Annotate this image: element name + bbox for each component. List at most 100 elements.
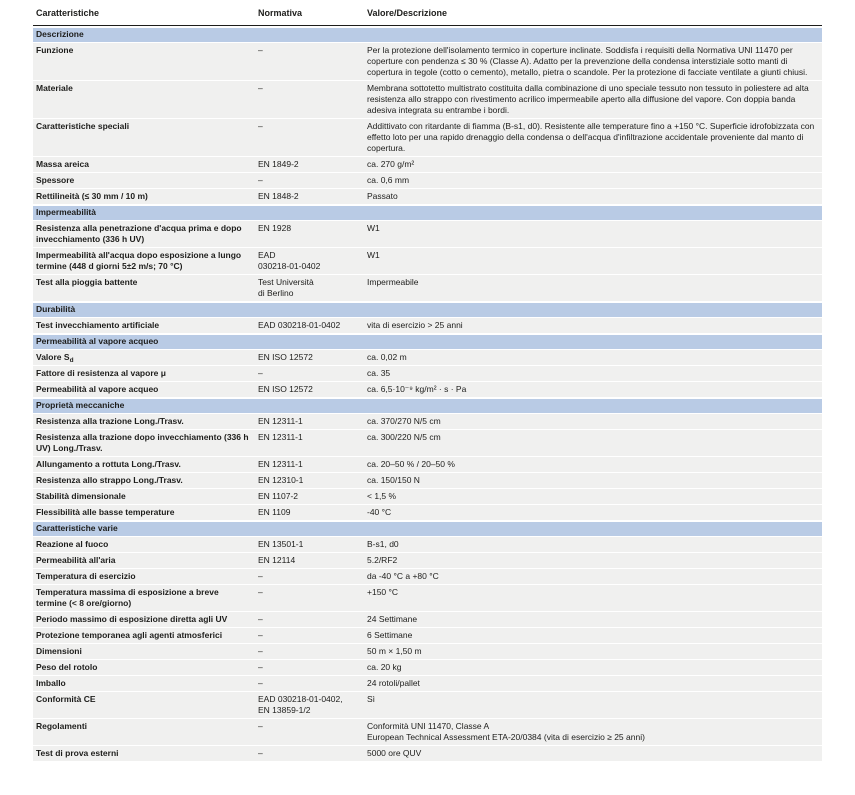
characteristic-cell: Regolamenti <box>36 721 88 731</box>
table-row: Test invecchiamento artificiale EAD 0302… <box>33 318 822 333</box>
characteristic-cell: Stabilità dimensionale <box>36 491 126 501</box>
spec-table: Caratteristiche Normativa Valore/Descriz… <box>33 3 822 761</box>
characteristic-cell: Impermeabilità all'acqua dopo esposizion… <box>36 250 242 271</box>
normativa-cell: Test Università di Berlino <box>258 277 314 298</box>
characteristic-cell: Temperatura di esercizio <box>36 571 136 581</box>
section-header-row: Proprietà meccaniche <box>33 399 822 413</box>
normativa-cell: EN 12114 <box>258 555 296 565</box>
characteristic-cell: Test di prova esterni <box>36 748 119 758</box>
normativa-cell: – <box>258 678 263 688</box>
section-title: Caratteristiche varie <box>36 523 118 533</box>
value-cell: vita di esercizio > 25 anni <box>367 320 463 330</box>
normativa-cell: – <box>258 721 263 731</box>
characteristic-cell: Resistenza alla trazione dopo invecchiam… <box>36 432 249 453</box>
table-row: Resistenza alla trazione Long./Trasv. EN… <box>33 414 822 429</box>
table-row: Peso del rotolo – ca. 20 kg <box>33 660 822 675</box>
value-cell: ca. 35 <box>367 368 391 378</box>
normativa-cell: EN ISO 12572 <box>258 384 313 394</box>
value-cell: 5000 ore QUV <box>367 748 422 758</box>
table-body: Descrizione Funzione – Per la protezione… <box>33 28 822 761</box>
table-row: Flessibilità alle basse temperature EN 1… <box>33 505 822 520</box>
normativa-cell: – <box>258 571 263 581</box>
characteristic-cell: Dimensioni <box>36 646 82 656</box>
normativa-cell: EAD 030218-01-0402, EN 13859-1/2 <box>258 694 343 715</box>
table-row: Allungamento a rottuta Long./Trasv. EN 1… <box>33 457 822 472</box>
table-row: Permeabilità al vapore acqueo EN ISO 125… <box>33 382 822 397</box>
normativa-cell: – <box>258 748 263 758</box>
value-cell: Membrana sottotetto multistrato costitui… <box>367 83 809 115</box>
table-row: Protezione temporanea agli agenti atmosf… <box>33 628 822 643</box>
section-header-row: Impermeabilità <box>33 206 822 220</box>
section-title: Descrizione <box>36 29 84 39</box>
table-row: Regolamenti – Conformità UNI 11470, Clas… <box>33 719 822 745</box>
characteristic-cell: Resistenza alla penetrazione d'acqua pri… <box>36 223 242 244</box>
value-cell: +150 °C <box>367 587 399 597</box>
value-cell: ca. 150/150 N <box>367 475 420 485</box>
characteristic-cell: Caratteristiche speciali <box>36 121 130 131</box>
value-cell: Per la protezione dell'isolamento termic… <box>367 45 808 77</box>
characteristic-cell: Fattore di resistenza al vapore μ <box>36 368 166 378</box>
characteristic-cell: Funzione <box>36 45 74 55</box>
value-cell: ca. 270 g/m² <box>367 159 415 169</box>
characteristic-cell: Flessibilità alle basse temperature <box>36 507 175 517</box>
normativa-cell: EAD 030218-01-0402 <box>258 250 321 271</box>
characteristic-cell: Allungamento a rottuta Long./Trasv. <box>36 459 181 469</box>
normativa-cell: EN ISO 12572 <box>258 352 313 362</box>
table-row: Valore Sd EN ISO 12572 ca. 0,02 m <box>33 350 822 365</box>
table-row: Permeabilità all'aria EN 12114 5.2/RF2 <box>33 553 822 568</box>
header-cell-valore-descrizione: Valore/Descrizione <box>367 8 448 18</box>
table-row: Materiale – Membrana sottotetto multistr… <box>33 81 822 118</box>
value-cell: W1 <box>367 250 380 260</box>
table-row: Funzione – Per la protezione dell'isolam… <box>33 43 822 80</box>
value-cell: -40 °C <box>367 507 392 517</box>
header-cell-caratteristiche: Caratteristiche <box>36 8 100 18</box>
value-cell: ca. 370/270 N/5 cm <box>367 416 441 426</box>
table-row: Imballo – 24 rotoli/pallet <box>33 676 822 691</box>
characteristic-cell: Massa areica <box>36 159 89 169</box>
value-cell: 5.2/RF2 <box>367 555 398 565</box>
table-row: Caratteristiche speciali – Addittivato c… <box>33 119 822 156</box>
normativa-cell: – <box>258 587 263 597</box>
value-cell: 50 m × 1,50 m <box>367 646 422 656</box>
normativa-cell: – <box>258 646 263 656</box>
normativa-cell: – <box>258 368 263 378</box>
table-row: Dimensioni – 50 m × 1,50 m <box>33 644 822 659</box>
value-cell: < 1,5 % <box>367 491 397 501</box>
table-row: Periodo massimo di esposizione diretta a… <box>33 612 822 627</box>
table-row: Resistenza alla trazione dopo invecchiam… <box>33 430 822 456</box>
value-cell: 24 rotoli/pallet <box>367 678 420 688</box>
table-row: Test di prova esterni – 5000 ore QUV <box>33 746 822 761</box>
characteristic-cell: Periodo massimo di esposizione diretta a… <box>36 614 228 624</box>
table-row: Fattore di resistenza al vapore μ – ca. … <box>33 366 822 381</box>
normativa-cell: – <box>258 45 263 55</box>
value-cell: 6 Settimane <box>367 630 413 640</box>
normativa-cell: EN 1848-2 <box>258 191 299 201</box>
characteristic-cell: Test invecchiamento artificiale <box>36 320 160 330</box>
section-title: Permeabilità al vapore acqueo <box>36 336 159 346</box>
characteristic-cell: Resistenza allo strappo Long./Trasv. <box>36 475 183 485</box>
table-row: Impermeabilità all'acqua dopo esposizion… <box>33 248 822 274</box>
table-row: Test alla pioggia battente Test Universi… <box>33 275 822 301</box>
table-row: Conformità CE EAD 030218-01-0402, EN 1385… <box>33 692 822 718</box>
section-title: Durabilità <box>36 304 76 314</box>
normativa-cell: – <box>258 121 263 131</box>
characteristic-cell: Temperatura massima di esposizione a bre… <box>36 587 219 608</box>
value-cell: ca. 0,02 m <box>367 352 407 362</box>
normativa-cell: EN 13501-1 <box>258 539 304 549</box>
normativa-cell: – <box>258 662 263 672</box>
characteristic-cell: Test alla pioggia battente <box>36 277 138 287</box>
normativa-cell: EN 12311-1 <box>258 432 303 442</box>
value-cell: Impermeabile <box>367 277 419 287</box>
normativa-cell: EN 1928 <box>258 223 292 233</box>
characteristic-cell: Imballo <box>36 678 66 688</box>
section-title: Impermeabilità <box>36 207 96 217</box>
normativa-cell: EN 12310-1 <box>258 475 304 485</box>
table-row: Rettilineità (≤ 30 mm / 10 m) EN 1848-2 … <box>33 189 822 204</box>
characteristic-cell: Reazione al fuoco <box>36 539 109 549</box>
section-header-row: Descrizione <box>33 28 822 42</box>
table-row: Temperatura di esercizio – da -40 °C a +… <box>33 569 822 584</box>
value-cell: Addittivato con ritardante di fiamma (B-… <box>367 121 815 153</box>
normativa-cell: EN 12311-1 <box>258 416 303 426</box>
